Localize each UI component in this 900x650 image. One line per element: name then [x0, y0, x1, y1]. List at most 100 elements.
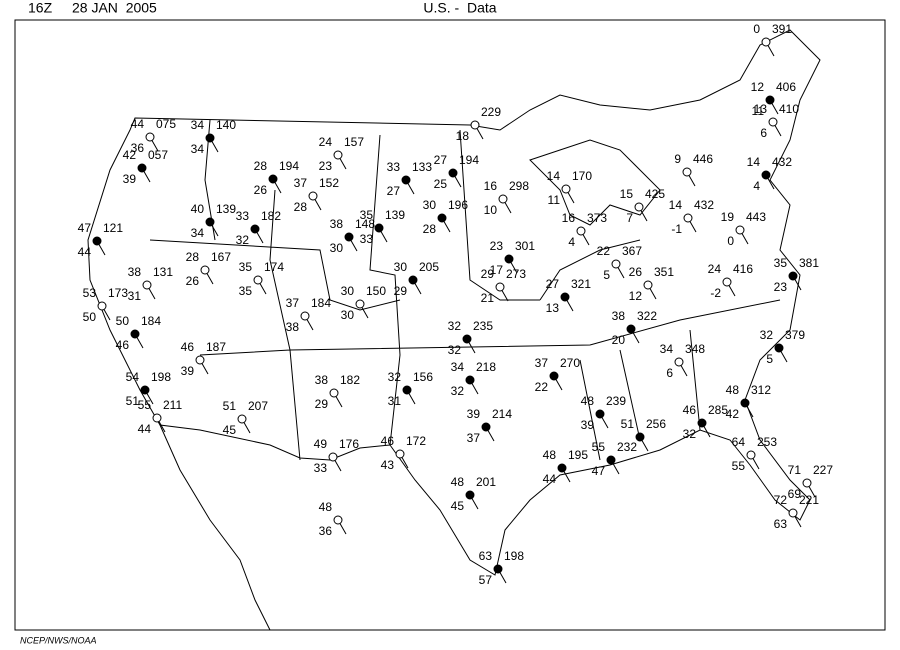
temperature: 27 [434, 153, 448, 167]
pressure: 184 [141, 314, 161, 328]
dew-point: 36 [319, 524, 333, 538]
pressure: 214 [492, 407, 512, 421]
station: 37 38 184 [286, 296, 332, 334]
pressure: 152 [319, 176, 339, 190]
temperature: 15 [620, 187, 634, 201]
dew-point: 32 [451, 384, 465, 398]
station: 51 256 [621, 417, 666, 452]
sky-cover [205, 133, 215, 143]
dew-point: 30 [330, 241, 344, 255]
temperature: 47 [78, 221, 92, 235]
sky-cover [465, 490, 475, 500]
temperature: 42 [123, 148, 137, 162]
pressure: 312 [751, 383, 771, 397]
station: 32 32 235 [448, 319, 494, 357]
temperature: 16 [484, 179, 498, 193]
station: 50 46 184 [116, 314, 162, 352]
sky-cover [401, 175, 411, 185]
temperature: 37 [294, 176, 308, 190]
sky-cover [237, 414, 247, 424]
sky-cover [643, 280, 653, 290]
temperature: 72 [774, 493, 788, 507]
map-credit: NCEP/NWS/NOAA [20, 635, 97, 645]
pressure: 351 [654, 265, 674, 279]
sky-cover [788, 508, 798, 518]
pressure: 239 [606, 394, 626, 408]
sky-cover [97, 301, 107, 311]
dew-point: 32 [448, 343, 462, 357]
sky-cover [481, 422, 491, 432]
sky-cover [634, 202, 644, 212]
temperature: 13 [754, 102, 768, 116]
dew-point: 31 [388, 394, 402, 408]
map-date: 28 JAN 2005 [72, 0, 157, 16]
dew-point: 39 [123, 172, 137, 186]
dew-point: 23 [319, 159, 333, 173]
pressure: 196 [448, 198, 468, 212]
station: 48 42 312 [726, 383, 772, 421]
sky-cover [268, 174, 278, 184]
temperature: 44 [131, 117, 145, 131]
dew-point: 46 [116, 338, 130, 352]
temperature: 37 [286, 296, 300, 310]
station: 16 4 373 [562, 211, 608, 249]
pressure: 379 [785, 328, 805, 342]
sky-cover [142, 280, 152, 290]
dew-point: 11 [752, 104, 765, 118]
sky-cover [300, 311, 310, 321]
station: 49 33 176 [314, 437, 360, 475]
pressure: 170 [572, 169, 592, 183]
pressure: 207 [248, 399, 268, 413]
sky-cover [493, 564, 503, 574]
sky-cover [788, 271, 798, 281]
temperature: 33 [236, 209, 250, 223]
pressure: 406 [776, 80, 796, 94]
dew-point: 4 [568, 235, 575, 249]
temperature: 32 [760, 328, 774, 342]
temperature: 14 [547, 169, 561, 183]
sky-cover [374, 223, 384, 233]
dew-point: 5 [603, 268, 610, 282]
station: 71 69 227 [788, 463, 834, 501]
sky-cover [561, 184, 571, 194]
pressure: 187 [206, 340, 226, 354]
temperature: 23 [490, 239, 504, 253]
dew-point: 12 [629, 289, 643, 303]
dew-point: 34 [191, 226, 205, 240]
sky-cover [402, 385, 412, 395]
dew-point: 44 [543, 472, 557, 486]
station: 33 32 182 [236, 209, 282, 247]
map-title: U.S. - Data [423, 0, 496, 16]
temperature: 48 [319, 500, 333, 514]
dew-point: 39 [181, 364, 195, 378]
pressure: 432 [772, 155, 792, 169]
station: 23 17 301 [490, 239, 536, 277]
pressure: 201 [476, 475, 496, 489]
temperature: 28 [186, 250, 200, 264]
station: 12 11 406 [751, 80, 797, 118]
sky-cover [740, 398, 750, 408]
sky-cover [761, 37, 771, 47]
dew-point: 47 [592, 464, 606, 478]
temperature: 49 [314, 437, 328, 451]
sky-cover [140, 385, 150, 395]
sky-cover [205, 217, 215, 227]
pressure: 198 [151, 370, 171, 384]
station: 30 29 205 [394, 260, 440, 298]
dew-point: 7 [626, 211, 633, 225]
sky-cover [152, 413, 162, 423]
pressure: 157 [344, 135, 364, 149]
dew-point: 29 [394, 284, 408, 298]
pressure: 139 [216, 202, 236, 216]
station: 53 50 173 [83, 286, 129, 324]
station: 16 10 298 [484, 179, 530, 217]
temperature: 37 [535, 356, 549, 370]
temperature: 22 [597, 244, 611, 258]
sky-cover [774, 343, 784, 353]
dew-point: 0 [727, 234, 734, 248]
dew-point: 33 [360, 232, 374, 246]
station: 15 7 425 [620, 187, 666, 225]
dew-point: 51 [126, 394, 140, 408]
sky-cover [674, 357, 684, 367]
